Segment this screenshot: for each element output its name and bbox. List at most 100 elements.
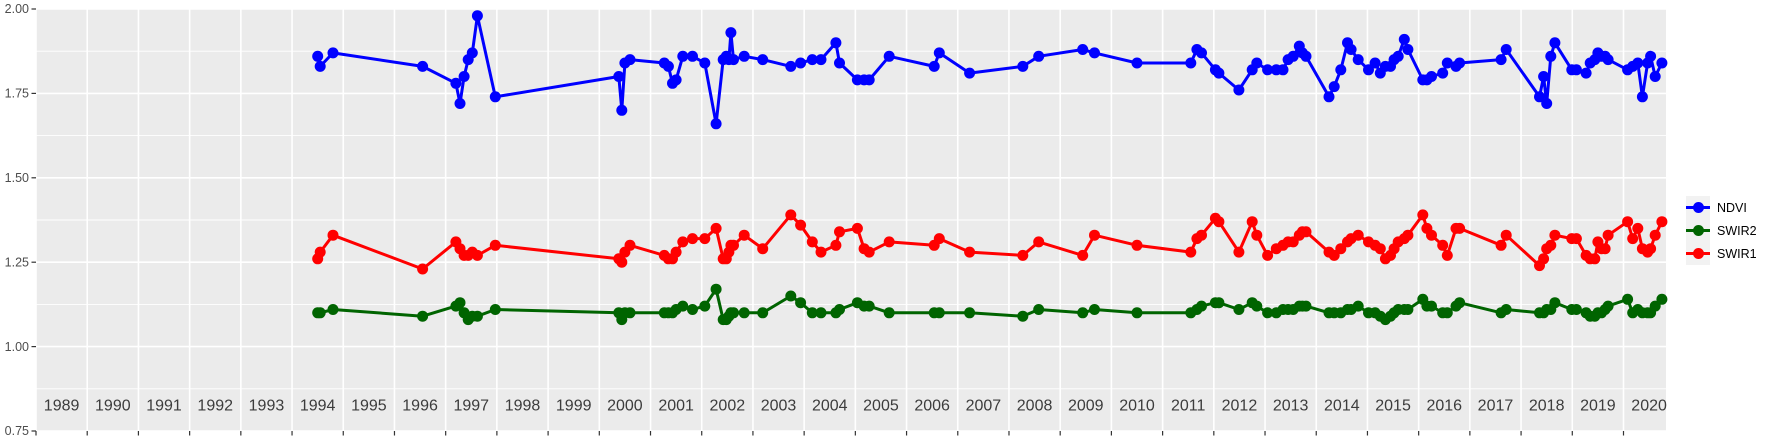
data-point <box>1495 54 1507 66</box>
data-point <box>1233 304 1245 315</box>
data-point <box>1251 57 1263 69</box>
data-point <box>785 209 797 221</box>
x-tick-label: 2013 <box>1273 398 1309 415</box>
x-tick-label: 2017 <box>1478 398 1514 415</box>
data-point <box>883 50 895 62</box>
y-tick-label: 2.00 <box>5 2 29 16</box>
data-point <box>1632 57 1644 69</box>
data-point <box>662 60 674 72</box>
y-tick-label: 1.50 <box>5 171 29 185</box>
data-point <box>1352 54 1364 66</box>
data-point <box>314 60 326 72</box>
data-point <box>677 50 689 62</box>
data-point <box>1417 209 1429 221</box>
data-point <box>1402 229 1414 241</box>
data-point <box>728 239 739 251</box>
data-point <box>1437 239 1449 251</box>
data-point <box>806 236 818 248</box>
data-point <box>1570 304 1582 315</box>
data-point <box>417 263 429 275</box>
data-point <box>1656 57 1668 69</box>
data-point <box>1622 293 1634 305</box>
data-point <box>883 307 895 319</box>
data-point <box>1500 44 1512 55</box>
data-point <box>1287 50 1299 62</box>
data-point <box>1300 50 1312 62</box>
data-point <box>687 304 698 315</box>
data-point <box>1077 44 1089 55</box>
data-point <box>1392 50 1404 62</box>
data-point <box>1495 239 1507 251</box>
data-point <box>1549 297 1561 309</box>
data-point <box>933 307 945 319</box>
data-point <box>757 243 769 255</box>
legend: NDVI SWIR2 SWIR1 <box>1686 196 1757 265</box>
data-point <box>1441 249 1453 261</box>
data-point <box>933 233 945 245</box>
data-point <box>1185 246 1197 258</box>
data-point <box>795 219 807 231</box>
data-point <box>670 74 682 86</box>
x-tick-label: 1998 <box>505 398 541 415</box>
data-point <box>1549 37 1561 49</box>
data-point <box>928 60 940 72</box>
data-point <box>785 290 797 302</box>
data-point <box>1131 239 1143 251</box>
data-point <box>1196 229 1207 241</box>
x-tick-label: 2001 <box>658 398 694 415</box>
data-point <box>1500 304 1512 315</box>
data-point <box>1402 44 1414 55</box>
x-tick-label: 1991 <box>146 398 182 415</box>
data-point <box>728 307 739 319</box>
data-point <box>1402 304 1414 315</box>
y-tick-label: 1.00 <box>5 340 29 354</box>
data-point <box>613 71 625 82</box>
data-point <box>1622 216 1634 228</box>
data-point <box>1649 300 1661 312</box>
data-point <box>806 307 818 319</box>
data-point <box>1437 67 1449 79</box>
data-point <box>1017 249 1029 261</box>
data-point <box>1213 216 1225 228</box>
data-point <box>1602 54 1614 66</box>
legend-item-swir2: SWIR2 <box>1686 219 1757 242</box>
data-point <box>699 233 711 245</box>
data-point <box>1033 50 1045 62</box>
x-tick-label: 2018 <box>1529 398 1565 415</box>
data-point <box>1645 50 1657 62</box>
data-point <box>1541 98 1553 109</box>
data-point <box>327 304 339 315</box>
data-point <box>677 236 689 248</box>
data-point <box>1033 304 1045 315</box>
data-point <box>677 300 689 312</box>
data-point <box>687 50 698 62</box>
x-tick-label: 1993 <box>249 398 285 415</box>
data-point <box>1017 60 1029 72</box>
data-point <box>616 104 628 116</box>
data-point <box>863 246 875 258</box>
data-point <box>1277 64 1289 76</box>
data-point <box>710 222 722 234</box>
data-point <box>815 307 827 319</box>
data-point <box>1570 233 1582 245</box>
data-point <box>1426 300 1437 312</box>
x-tick-label: 2005 <box>863 398 899 415</box>
data-point <box>1426 229 1437 241</box>
legend-key-ndvi <box>1686 196 1710 219</box>
data-point <box>1131 57 1143 69</box>
data-point <box>1649 229 1661 241</box>
data-point <box>1323 91 1335 103</box>
data-point <box>757 307 769 319</box>
x-tick-label: 1994 <box>300 398 336 415</box>
data-point <box>1251 300 1263 312</box>
data-point <box>964 67 976 79</box>
data-point <box>1627 233 1639 245</box>
data-point <box>1196 47 1207 59</box>
x-tick-label: 2011 <box>1171 398 1206 415</box>
data-point <box>1352 300 1364 312</box>
data-point <box>458 71 470 82</box>
data-point <box>806 54 818 66</box>
data-point <box>616 256 628 268</box>
data-point <box>1538 71 1550 82</box>
data-point <box>830 239 842 251</box>
